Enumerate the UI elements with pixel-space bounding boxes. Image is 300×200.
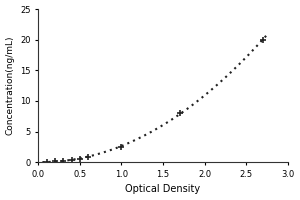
X-axis label: Optical Density: Optical Density [125,184,201,194]
Y-axis label: Concentration(ng/mL): Concentration(ng/mL) [6,36,15,135]
